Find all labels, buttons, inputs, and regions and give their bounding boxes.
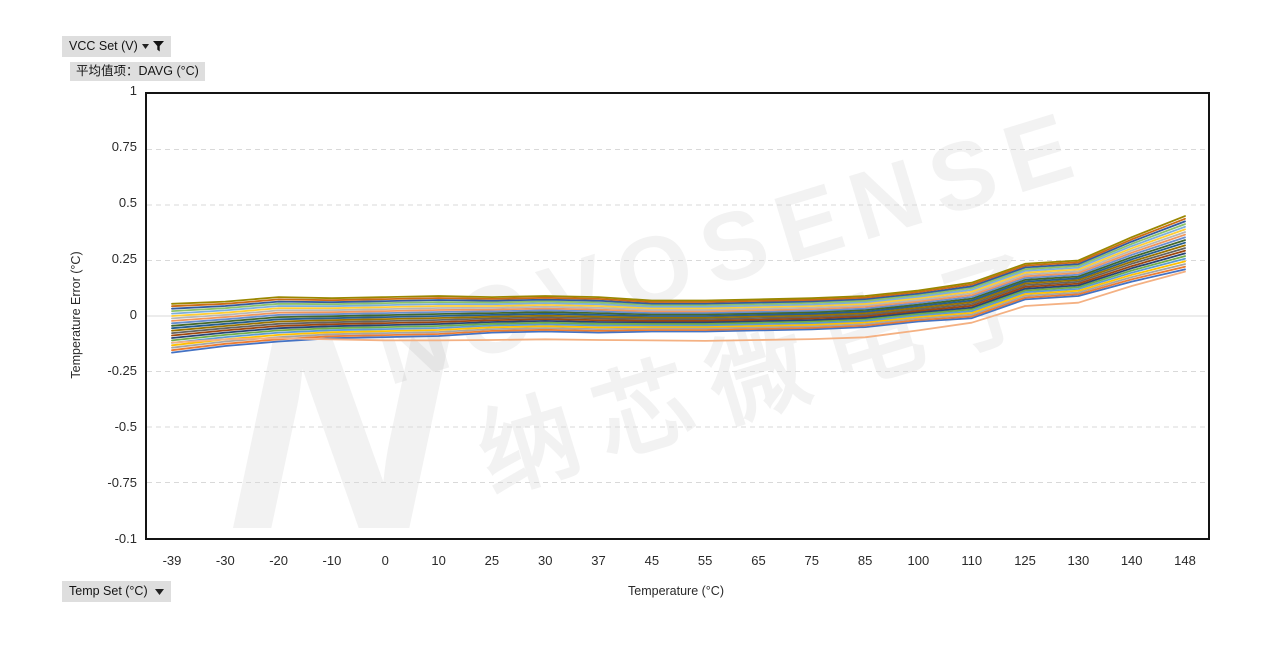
series-line-s16	[171, 228, 1186, 317]
series-line-s15	[171, 231, 1186, 320]
x-tick-label: 65	[751, 553, 766, 568]
series-line-s01	[171, 268, 1186, 354]
x-tick-label: 100	[907, 553, 930, 568]
x-tick-label: 25	[484, 553, 500, 568]
temp-set-field-label: Temp Set (°C)	[69, 584, 148, 598]
chart-plot-area	[145, 92, 1210, 540]
dropdown-triangle-icon	[154, 588, 164, 595]
series-line-s12	[171, 239, 1186, 327]
series-line-s09	[171, 247, 1186, 335]
y-tick-label: 0	[129, 307, 137, 322]
x-tick-label: 45	[644, 553, 660, 568]
series-line-s11	[171, 241, 1186, 330]
y-tick-label: 1	[129, 83, 137, 98]
series-line-s03	[171, 263, 1186, 349]
y-tick-label: 0.5	[118, 195, 137, 210]
x-axis-title: Temperature (°C)	[628, 584, 724, 598]
x-tick-label: 37	[591, 553, 606, 568]
series-line-s02	[171, 265, 1186, 352]
series-line-s14	[171, 233, 1186, 322]
y-tick-label: -0.75	[107, 475, 137, 490]
average-value-field-label: 平均值项：DAVG (°C)	[76, 64, 199, 78]
x-tick-label: 125	[1014, 553, 1036, 568]
y-tick-label: 0.75	[111, 139, 137, 154]
series-line-s22	[171, 270, 1186, 344]
series-line-s20	[171, 217, 1186, 308]
temp-set-field-button[interactable]: Temp Set (°C)	[62, 581, 171, 602]
x-tick-label: -20	[269, 553, 289, 568]
series-line-s07	[171, 252, 1186, 339]
y-tick-label: -0.25	[107, 363, 137, 378]
series-line-s08	[171, 249, 1186, 337]
filter-funnel-icon	[152, 41, 164, 52]
series-line-s18	[171, 223, 1186, 313]
y-tick-label: -0.5	[114, 419, 137, 434]
series-line-s06	[171, 255, 1186, 342]
x-tick-label: 130	[1067, 553, 1090, 568]
x-tick-label: -10	[322, 553, 342, 568]
vcc-set-field-label: VCC Set (V)	[69, 39, 138, 53]
x-tick-label: 148	[1174, 553, 1196, 568]
vcc-set-field-button[interactable]: VCC Set (V)	[62, 36, 171, 57]
y-axis-title: Temperature Error (°C)	[69, 251, 83, 379]
x-tick-label: 140	[1120, 553, 1143, 568]
x-tick-label: 85	[857, 553, 873, 568]
x-tick-label: 10	[431, 553, 446, 568]
chart-lines-svg	[147, 149, 1208, 483]
x-tick-label: -39	[162, 553, 182, 568]
average-value-field-button[interactable]: 平均值项：DAVG (°C)	[70, 62, 205, 81]
series-line-s04	[171, 260, 1186, 347]
series-line-s21	[171, 215, 1186, 305]
x-tick-label: 110	[961, 553, 983, 568]
x-tick-label: 55	[697, 553, 713, 568]
series-line-s19	[171, 220, 1186, 310]
x-tick-label: 0	[381, 553, 389, 568]
chevron-down-icon	[141, 44, 149, 49]
series-line-s05	[171, 257, 1186, 344]
x-tick-label: 30	[537, 553, 553, 568]
series-line-s17	[171, 225, 1186, 315]
x-tick-label: -30	[215, 553, 235, 568]
series-line-s10	[171, 244, 1186, 332]
y-tick-label: 0.25	[111, 251, 137, 266]
x-tick-label: 75	[804, 553, 820, 568]
y-tick-label: -0.1	[114, 531, 137, 546]
series-line-s13	[171, 236, 1186, 325]
